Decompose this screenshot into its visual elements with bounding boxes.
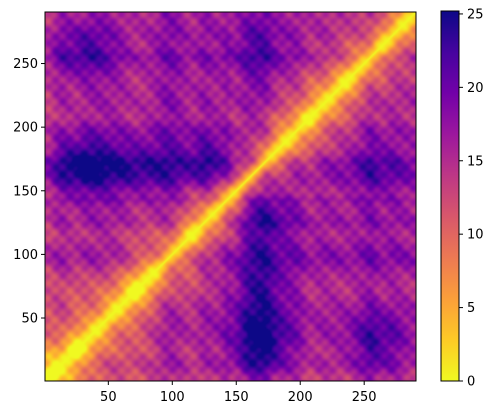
heatmap-image	[45, 12, 416, 381]
y-tick-label: 250	[13, 57, 38, 72]
colorbar-frame	[440, 10, 460, 382]
heatmap-image-container	[45, 12, 416, 381]
colorbar-tick-label: 10	[467, 228, 484, 243]
x-tick-label: 200	[288, 390, 313, 405]
colorbar-tick-label: 0	[467, 375, 475, 390]
plot-area	[44, 11, 417, 382]
x-tick-label: 100	[160, 390, 185, 405]
x-tick-label: 250	[352, 390, 377, 405]
x-tick-label: 50	[100, 390, 117, 405]
y-tick-label: 150	[13, 184, 38, 199]
colorbar-tick-label: 15	[467, 154, 484, 169]
plot-frame	[44, 11, 417, 382]
colorbar-tick-label: 5	[467, 301, 475, 316]
colorbar: 0 5 10 15 20 25	[440, 7, 484, 390]
y-tick-label: 100	[13, 248, 38, 263]
colorbar-tick-label: 20	[467, 81, 484, 96]
y-axis: 50 100 150 200 250	[13, 57, 45, 327]
x-axis: 50 100 150 200 250	[100, 381, 377, 405]
y-tick-label: 50	[21, 312, 38, 327]
colorbar-ticks: 0 5 10 15 20 25	[459, 7, 484, 390]
y-tick-label: 200	[13, 121, 38, 136]
x-tick-label: 150	[224, 390, 249, 405]
colorbar-tick-label: 25	[467, 7, 484, 22]
colorbar-fill	[441, 11, 459, 381]
